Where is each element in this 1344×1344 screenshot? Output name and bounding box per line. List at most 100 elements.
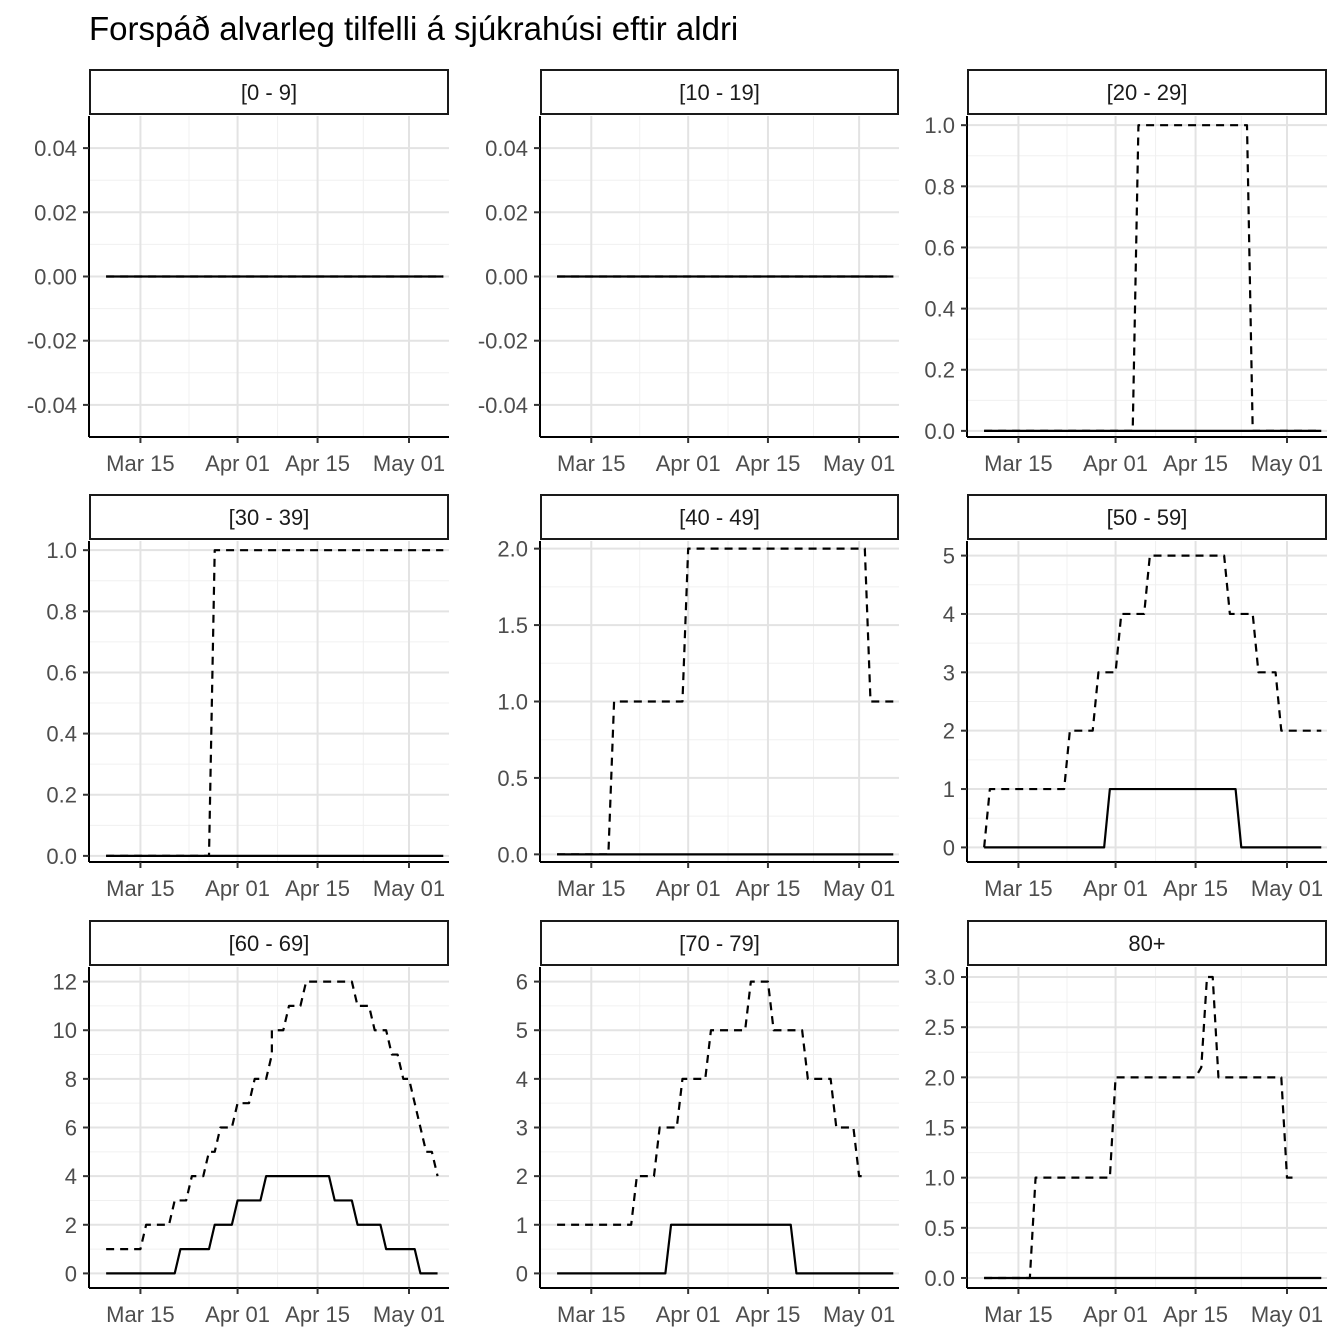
minor-gridlines [89, 541, 449, 862]
x-tick-label: Mar 15 [106, 876, 174, 901]
x-tick-label: Apr 15 [736, 1302, 801, 1327]
y-tick-label: 1.5 [497, 613, 528, 638]
y-tick-label: 2.0 [497, 537, 528, 562]
x-tick-label: Apr 15 [736, 876, 801, 901]
y-tick-label: 0.8 [46, 599, 77, 624]
y-tick-label: 0.02 [485, 200, 528, 225]
x-tick-label: May 01 [823, 1302, 895, 1327]
y-tick-label: 0.2 [924, 358, 955, 383]
x-tick-label: Apr 15 [1163, 1302, 1228, 1327]
series-line-upper [557, 547, 894, 856]
facet-strip [89, 494, 449, 540]
facet-strip [89, 920, 449, 966]
facet-panel: [20 - 29] 0.0 0.2 0.4 0.6 0.8 1.0 Mar 15 Apr 01 A… [924, 69, 1327, 476]
y-tick-label: -0.02 [478, 329, 528, 354]
minor-gridlines [89, 967, 449, 1288]
y-tick-label: 6 [516, 970, 528, 995]
y-tick-label: 6 [65, 1116, 77, 1141]
x-tick-label: May 01 [823, 451, 895, 476]
x-tick-label: May 01 [373, 451, 445, 476]
x-tick-label: Mar 15 [106, 451, 174, 476]
facet-strip [967, 494, 1327, 540]
major-gridlines [89, 541, 449, 862]
y-tick-label: 4 [516, 1067, 528, 1092]
facet-label: [40 - 49] [679, 505, 760, 530]
y-tick-label: 0 [65, 1261, 77, 1286]
series-line-upper [106, 980, 439, 1251]
facet-panel: 80+ 0.0 0.5 1.0 1.5 2.0 2.5 3.0 Mar 15 Apr 01 Apr … [924, 920, 1327, 1327]
minor-gridlines [967, 116, 1327, 437]
facet-label: [0 - 9] [241, 80, 297, 105]
facet-strip [967, 920, 1327, 966]
x-tick-label: Mar 15 [984, 876, 1052, 901]
x-tick-label: May 01 [373, 1302, 445, 1327]
series-line-median [106, 1175, 438, 1275]
series-line-median [984, 787, 1322, 849]
facet-panel: [30 - 39] 0.0 0.2 0.4 0.6 0.8 1.0 Mar 15 Apr 01 A… [46, 494, 449, 901]
facet-panel: [60 - 69] 0 2 4 6 8 10 12 Mar 15 Apr 01 Apr 15 May … [53, 920, 449, 1327]
x-tick-label: Mar 15 [984, 451, 1052, 476]
y-tick-label: 0.0 [924, 1266, 955, 1291]
facet-label: [10 - 19] [679, 80, 760, 105]
x-tick-label: Apr 01 [1083, 876, 1148, 901]
series-line-median [557, 1223, 894, 1275]
major-gridlines [967, 541, 1327, 862]
x-tick-label: Apr 01 [205, 876, 270, 901]
facet-panel: [50 - 59] 0 1 2 3 4 5 Mar 15 Apr 01 Apr 15 May 01 [943, 494, 1327, 901]
x-tick-label: Mar 15 [984, 1302, 1052, 1327]
y-tick-label: 0 [516, 1261, 528, 1286]
y-tick-label: 0.04 [485, 136, 528, 161]
y-tick-label: 2.0 [924, 1065, 955, 1090]
y-tick-label: 1.0 [924, 1166, 955, 1191]
y-tick-label: 8 [65, 1067, 77, 1092]
x-tick-label: Apr 15 [1163, 876, 1228, 901]
facet-strip [540, 920, 899, 966]
x-tick-label: Apr 01 [656, 876, 721, 901]
x-tick-label: Mar 15 [557, 451, 625, 476]
major-gridlines [967, 116, 1327, 437]
y-tick-label: 0.6 [46, 660, 77, 685]
facet-label: [50 - 59] [1107, 505, 1188, 530]
facet-panel: [40 - 49] 0.0 0.5 1.0 1.5 2.0 Mar 15 Apr 01 Apr … [497, 494, 899, 901]
y-tick-label: 3.0 [924, 965, 955, 990]
y-tick-label: 2 [943, 719, 955, 744]
x-tick-label: Apr 01 [205, 451, 270, 476]
y-tick-label: 0.6 [924, 235, 955, 260]
x-tick-label: Apr 01 [656, 451, 721, 476]
series-line-upper [984, 124, 1322, 432]
major-gridlines [540, 967, 899, 1288]
x-tick-label: Mar 15 [557, 876, 625, 901]
y-tick-label: 0.0 [497, 842, 528, 867]
facet-panel: [0 - 9] -0.04 -0.02 0.00 0.02 0.04 Mar 15 Apr 0… [27, 69, 449, 476]
series-line-upper [106, 549, 444, 857]
y-tick-label: 3 [943, 660, 955, 685]
y-tick-label: 10 [53, 1018, 77, 1043]
y-tick-label: 0.2 [46, 783, 77, 808]
x-tick-label: May 01 [1251, 876, 1323, 901]
y-tick-label: 0.8 [924, 174, 955, 199]
y-tick-label: 0.00 [485, 265, 528, 290]
minor-gridlines [540, 967, 899, 1288]
y-tick-label: -0.02 [27, 329, 77, 354]
y-tick-label: 0.02 [34, 200, 77, 225]
x-tick-label: Apr 15 [285, 451, 350, 476]
y-tick-label: 0.0 [924, 419, 955, 444]
y-tick-label: 1 [943, 777, 955, 802]
facet-label: [60 - 69] [229, 931, 310, 956]
y-tick-label: 0.5 [497, 766, 528, 791]
facet-panel: [10 - 19] -0.04 -0.02 0.00 0.02 0.04 Mar 15 Apr… [478, 69, 899, 476]
y-tick-label: 3 [516, 1116, 528, 1141]
facet-label: [20 - 29] [1107, 80, 1188, 105]
x-tick-label: Apr 01 [205, 1302, 270, 1327]
facet-strip [89, 69, 449, 115]
y-tick-label: 0 [943, 835, 955, 860]
y-tick-label: 0.4 [46, 722, 77, 747]
y-tick-label: 0.00 [34, 265, 77, 290]
x-tick-label: May 01 [1251, 1302, 1323, 1327]
y-tick-label: 2.5 [924, 1015, 955, 1040]
x-tick-label: Apr 15 [285, 876, 350, 901]
facet-strip [540, 494, 899, 540]
y-tick-label: 4 [65, 1164, 77, 1189]
x-tick-label: Apr 01 [656, 1302, 721, 1327]
y-tick-label: -0.04 [478, 393, 528, 418]
